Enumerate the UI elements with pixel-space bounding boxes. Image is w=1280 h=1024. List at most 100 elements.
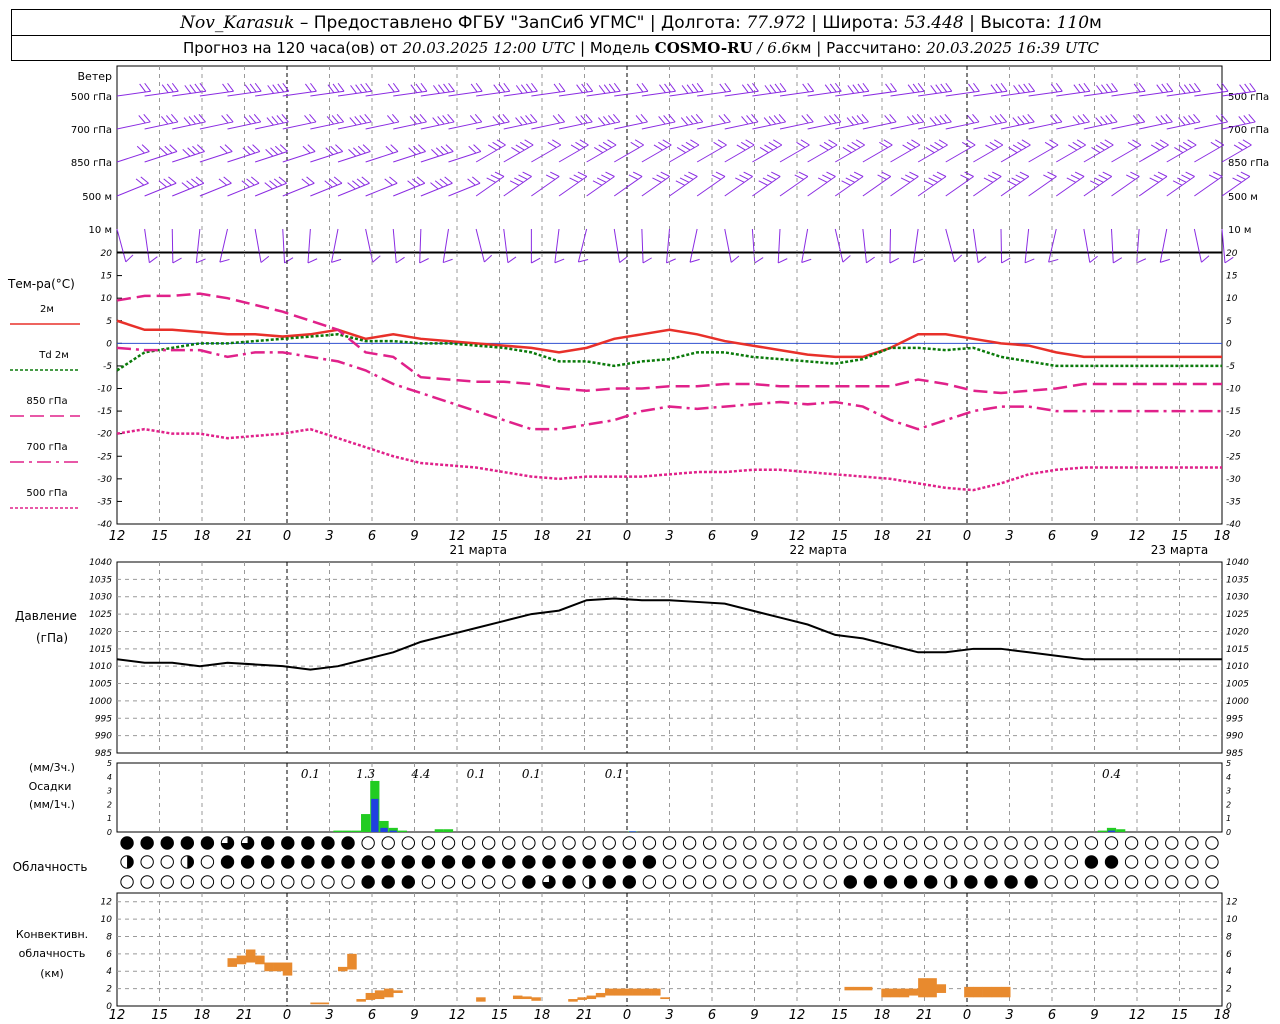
cloud-symbol (1144, 855, 1159, 869)
wind-barb-feather (1091, 147, 1101, 154)
time-tick: 3 (1005, 529, 1013, 544)
precip-ytick: 5 (107, 759, 112, 768)
wind-barb-feather (497, 115, 505, 124)
time-tick: 12 (109, 529, 126, 544)
cloud-symbol-fill (382, 855, 395, 869)
wind-barb-feather (824, 116, 832, 125)
wind-barb-feather (608, 83, 616, 93)
wind-barb-feather (924, 180, 934, 186)
wind-barb-feather (758, 180, 768, 186)
wind-barb-feather (1160, 115, 1168, 124)
wind-barb-feather (515, 85, 523, 94)
wind-barb-feather (307, 144, 316, 152)
wind-barb-feather (613, 82, 621, 92)
wind-barb (641, 228, 644, 263)
wind-barb-feather (507, 256, 517, 264)
temp-series-line (116, 319, 1222, 359)
cloud-symbol (1165, 855, 1179, 869)
wind-barb-feather (612, 114, 621, 123)
convective-bar (862, 986, 873, 991)
wind-barb (116, 228, 127, 262)
wind-barb-feather (183, 117, 191, 126)
wind-barb-feather (161, 84, 169, 93)
convective-bar (347, 953, 357, 970)
wind-barb-feather (419, 114, 427, 123)
wind-barb-feather (1249, 82, 1257, 92)
wind-barb-feather (713, 141, 723, 148)
convective-bar (991, 986, 1002, 998)
cloud-symbol (763, 875, 777, 889)
wind-barb-feather (845, 177, 855, 183)
cloud-symbol (783, 855, 797, 869)
wind-barb-feather (360, 83, 368, 93)
temp-ytick-right: -5 (1226, 362, 1235, 372)
wind-barb-feather (410, 84, 418, 93)
cloud-symbol-fill (542, 855, 556, 869)
wind-barb (337, 90, 372, 97)
wind-barb-feather (690, 115, 699, 124)
wind-barb-feather (779, 82, 787, 92)
wind-barb-feather (1102, 171, 1112, 177)
cloud-symbol (180, 875, 195, 889)
wind-barb-feather (159, 147, 168, 156)
convective-ytick: 10 (101, 915, 113, 925)
wind-barb-feather (751, 114, 759, 123)
precip-bar (1116, 829, 1126, 832)
pressure-ytick: 1030 (89, 593, 112, 603)
wind-level-label: 700 гПа (71, 125, 112, 136)
cloud-symbol (1024, 855, 1038, 869)
cloud-symbol-fill (281, 855, 294, 869)
wind-barb-feather (1028, 82, 1036, 92)
wind-barb-feather (161, 116, 169, 125)
temp-ytick: 15 (101, 272, 113, 282)
wind-barb-feather (1178, 144, 1188, 151)
convective-bar (641, 988, 652, 996)
wind-barb-feather (417, 144, 426, 152)
cloud-symbol-fill (542, 875, 556, 889)
wind-barb (1083, 228, 1091, 263)
wind-barb-feather (1100, 116, 1108, 125)
time-tick-bottom: 18 (1214, 1008, 1231, 1023)
wind-barb-feather (361, 176, 370, 184)
time-tick: 0 (963, 529, 971, 544)
convective-bar (844, 986, 854, 991)
wind-barb-feather (558, 82, 566, 92)
cloud-title: Облачность (13, 860, 88, 874)
convective-title-1: Конвективн. (16, 928, 88, 941)
wind-barb-feather (362, 144, 371, 152)
wind-barb-feather (861, 114, 869, 123)
wind-barb-feather (392, 82, 400, 92)
cloud-symbol-fill (582, 855, 596, 869)
time-tick-bottom: 15 (151, 1008, 168, 1023)
wind-barb-feather (653, 144, 663, 151)
wind-barb-feather (1125, 174, 1136, 180)
wind-barb-feather (659, 84, 666, 93)
wind-barb-feather (442, 115, 450, 124)
wind-barb-feather (1017, 116, 1025, 125)
time-tick-bottom: 18 (874, 1008, 891, 1023)
wind-barb-feather (1019, 171, 1030, 177)
wind-barb-feather (801, 258, 812, 263)
wind-barb-feather (223, 176, 232, 184)
wind-barb-feather (419, 258, 429, 264)
wind-barb-feather (189, 84, 197, 93)
precip-bar (342, 830, 352, 832)
wind-barb-feather (470, 83, 478, 93)
convective-bar (632, 988, 643, 996)
convective-bar (282, 962, 293, 976)
wind-barb-feather (769, 84, 777, 93)
cloud-symbol (823, 836, 837, 850)
wind-barb-feather (736, 144, 746, 151)
wind-barb-feather (739, 174, 749, 180)
wind-title: Ветер (78, 70, 112, 83)
wind-barb (255, 90, 289, 97)
provider-label: Предоставлено ФГБУ "ЗапСиб УГМС" (313, 13, 645, 33)
calc-time: 20.03.2025 16:39 UTC (926, 39, 1099, 57)
wind-barb-feather (190, 178, 200, 186)
wind-barb-feather (1054, 114, 1063, 123)
wind-barb-feather (911, 115, 920, 124)
wind-barb-feather (301, 178, 310, 186)
wind-barb-feather (1072, 141, 1082, 148)
wind-barb-feather (355, 84, 362, 93)
wind-barb-feather (337, 82, 345, 92)
